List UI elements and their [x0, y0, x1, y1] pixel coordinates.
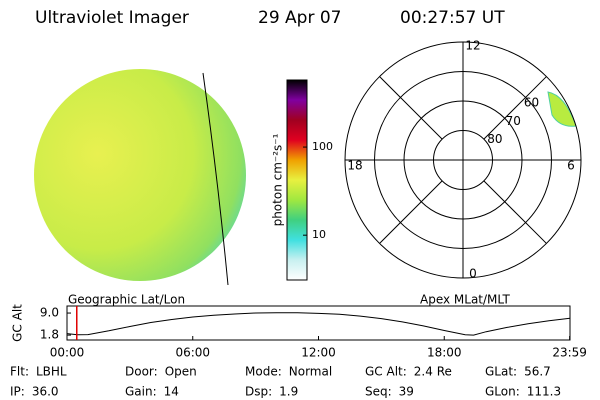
y-tick-label: 9.0: [40, 306, 59, 320]
status-value: 111.3: [527, 385, 561, 399]
title: Ultraviolet Imager: [35, 8, 189, 28]
polar-hour-label: 0: [469, 267, 477, 281]
polar-spoke: [379, 180, 443, 244]
polar-spoke: [483, 180, 547, 244]
altitude-line: [66, 312, 571, 336]
y-tick-label: 1.8: [40, 328, 59, 342]
polar-ring: [403, 100, 523, 220]
status-label: Seq:: [365, 385, 392, 399]
colorbar-label: photon cm⁻²s⁻¹: [271, 133, 285, 226]
status-label: GC Alt:: [365, 365, 407, 379]
polar-spoke: [379, 76, 443, 140]
polar-hour-label: 18: [347, 159, 362, 173]
colorbar-tick-label: 10: [312, 228, 326, 241]
polar-caption: Apex MLat/MLT: [420, 293, 510, 307]
status-label: Flt:: [10, 365, 29, 379]
date: 29 Apr 07: [258, 8, 341, 28]
status-value: 39: [399, 385, 414, 399]
status-label: IP:: [10, 385, 25, 399]
status-value: 14: [164, 385, 179, 399]
status-label: Mode:: [245, 365, 282, 379]
timeline-ylabel: GC Alt: [11, 304, 25, 342]
polar-ring-label: 70: [506, 114, 521, 128]
status-value: LBHL: [36, 365, 67, 379]
status-label: Dsp:: [245, 385, 272, 399]
status-value: 2.4 Re: [414, 365, 452, 379]
status-label: GLat:: [485, 365, 517, 379]
colorbar-tick-label: 100: [312, 140, 333, 153]
x-tick-label: 06:00: [175, 346, 210, 360]
x-tick-label: 23:59: [552, 346, 587, 360]
polar-ring-label: 80: [487, 132, 502, 146]
polar-hour-label: 12: [465, 39, 480, 53]
colorbar: [286, 79, 308, 281]
x-tick-label: 00:00: [50, 346, 85, 360]
image-caption: Geographic Lat/Lon: [68, 293, 185, 307]
status-panel: Flt: LBHL Door: Open Mode: Normal GC Alt: 2.4 R…: [10, 365, 561, 399]
x-tick-label: 18:00: [427, 346, 462, 360]
status-value: Open: [165, 365, 197, 379]
status-label: GLon:: [485, 385, 520, 399]
polar-ring-label: 60: [524, 96, 539, 110]
aurora: [547, 91, 577, 127]
terminator: [202, 72, 229, 286]
earth-image: [34, 69, 246, 281]
x-tick-label: 12:00: [301, 346, 336, 360]
status-value: 36.0: [32, 385, 59, 399]
status-value: 56.7: [524, 365, 551, 379]
status-label: Gain:: [125, 385, 157, 399]
polar-ring: [433, 130, 493, 190]
timeline-frame: [66, 305, 571, 341]
polar-spoke: [483, 76, 547, 140]
status-label: Door:: [125, 365, 158, 379]
status-value: Normal: [289, 365, 332, 379]
polar-hour-label: 6: [567, 159, 575, 173]
status-value: 1.9: [279, 385, 298, 399]
polar-ring: [374, 71, 552, 249]
time: 00:27:57 UT: [400, 8, 505, 28]
